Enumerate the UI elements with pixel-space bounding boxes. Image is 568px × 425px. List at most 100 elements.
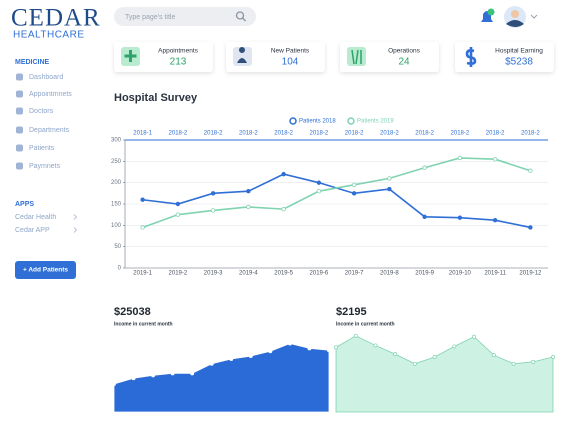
top-tick-label: 2018-2	[274, 131, 293, 137]
top-tick-label: 2018-1	[133, 131, 152, 137]
data-point	[393, 352, 398, 357]
legend-label: Patients 2018	[299, 119, 336, 125]
data-point	[412, 361, 417, 366]
data-point	[327, 348, 331, 353]
data-point	[351, 191, 357, 196]
y-tick-label: 200	[111, 180, 122, 186]
stats: Appointments 213 New Patients 104 Operations…	[114, 42, 554, 72]
nav-item[interactable]: Departments	[29, 127, 70, 134]
menu-chevron[interactable]	[530, 14, 538, 19]
data-point	[175, 201, 181, 207]
stat-value: 213	[170, 57, 187, 68]
data-point	[353, 333, 358, 338]
data-point	[491, 353, 496, 358]
stat-value: 24	[398, 57, 410, 68]
legend-marker	[289, 117, 297, 125]
x-tick-label: 2019-5	[274, 271, 293, 277]
data-point	[432, 355, 437, 359]
top-tick-label: 2018-2	[380, 131, 399, 137]
add-button[interactable]	[15, 261, 76, 279]
data-point	[131, 376, 136, 381]
logo-subtitle: HEALTHCARE	[13, 30, 85, 41]
data-point	[151, 373, 156, 378]
app-item[interactable]: Cedar APP	[15, 227, 50, 234]
stat-icon-tools	[351, 49, 362, 65]
data-point	[175, 212, 181, 217]
data-point	[268, 349, 273, 354]
nav-item[interactable]: Doctors	[29, 108, 54, 115]
data-point	[170, 371, 175, 376]
add-button-label: + Add Patients	[23, 267, 68, 274]
section-title: APPS	[15, 201, 34, 208]
bell-icon[interactable]	[481, 8, 495, 23]
top-tick-label: 2018-2	[204, 131, 223, 137]
data-point	[281, 206, 286, 212]
nav-icon	[16, 162, 23, 170]
search-placeholder: Type page's title	[125, 14, 175, 21]
chart-title: Hospital Survey	[114, 92, 198, 104]
nav-icon	[16, 144, 23, 152]
x-tick-label: 2019-7	[345, 271, 364, 277]
stat-label: New Patients	[271, 48, 310, 55]
logo-title[interactable]: CEDAR	[11, 5, 101, 32]
nav-icon	[16, 73, 23, 81]
data-point	[316, 180, 322, 185]
legend-label: Patients 2019	[357, 119, 394, 125]
app-item[interactable]: Cedar Health	[15, 214, 56, 221]
stat-card[interactable]	[455, 42, 554, 72]
data-point	[457, 155, 463, 161]
data-point	[210, 208, 216, 213]
y-tick-label: 100	[111, 223, 122, 229]
data-point	[457, 215, 463, 220]
data-point	[140, 225, 145, 230]
nav-item[interactable]: Patients	[29, 145, 55, 152]
stat-icon-dollar	[465, 47, 477, 67]
chevron	[73, 227, 78, 233]
stat-label: Appointments	[158, 48, 198, 55]
top-tick-label: 2018-2	[310, 131, 329, 137]
data-point	[511, 361, 516, 366]
legend-marker	[347, 117, 355, 125]
x-tick-label: 2019-2	[169, 271, 188, 277]
data-point	[229, 356, 234, 361]
top-tick-label: 2018-2	[239, 131, 258, 137]
nav-item[interactable]: Appointmnets	[29, 91, 72, 98]
search-icon[interactable]	[235, 11, 246, 22]
top-tick-label: 2018-2	[486, 131, 505, 137]
nav-icon	[16, 107, 23, 115]
nav-icon	[16, 126, 23, 134]
survey-chart: Hospital Survey Patients 2018 Patients 201…	[111, 92, 548, 277]
data-point	[492, 156, 498, 162]
data-point	[281, 171, 286, 177]
top-tick-label: 2018-2	[521, 131, 540, 137]
top-tick-label: 2018-2	[451, 131, 470, 137]
data-point	[210, 191, 216, 196]
top-tick-label: 2018-2	[415, 131, 434, 137]
top-tick-label: 2018-2	[345, 131, 364, 137]
y-tick-label: 150	[111, 202, 122, 208]
series-line	[142, 157, 531, 229]
y-tick-label: 300	[111, 138, 122, 144]
data-point	[551, 355, 555, 359]
x-tick-label: 2019-4	[239, 271, 258, 277]
x-tick-label: 2019-1	[133, 271, 152, 277]
data-point	[287, 341, 292, 346]
nav-icon	[16, 90, 23, 98]
income-value: $25038	[114, 306, 151, 318]
data-point	[190, 371, 195, 376]
chevron	[73, 214, 78, 220]
sidebar: MEDICINE Dashboard Appointmnets Doctors Depa…	[15, 59, 78, 279]
nav-item[interactable]: Paymnets	[29, 163, 61, 170]
avatar[interactable]	[504, 6, 526, 28]
x-tick-label: 2019-9	[415, 271, 434, 277]
search-box[interactable]	[114, 7, 256, 26]
y-tick-label: 0	[118, 266, 122, 272]
nav-item[interactable]: Dashboard	[29, 74, 63, 81]
x-tick-label: 2019-10	[449, 271, 472, 277]
x-tick-label: 2019-6	[310, 271, 329, 277]
data-point	[140, 197, 145, 202]
data-point	[531, 359, 536, 364]
stat-value: 104	[282, 57, 299, 68]
data-point	[373, 343, 378, 348]
data-point	[387, 186, 392, 192]
